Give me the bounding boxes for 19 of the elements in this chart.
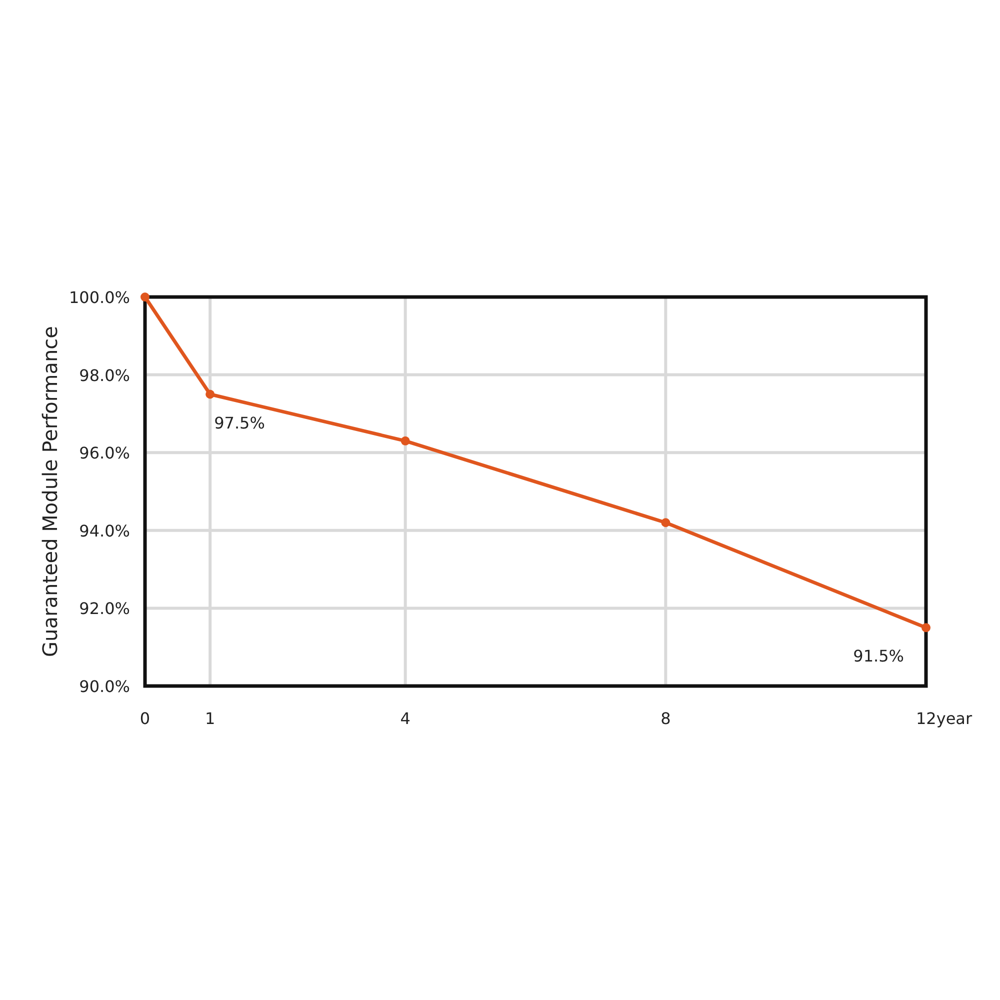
point bbox=[140, 292, 150, 302]
x-tick-label: 12year bbox=[916, 709, 972, 728]
y-axis-title: Guaranteed Module Performance bbox=[38, 326, 62, 657]
x-tick-label: 8 bbox=[660, 709, 671, 728]
y-tick-label: 94.0% bbox=[79, 521, 130, 540]
point bbox=[400, 436, 410, 446]
point bbox=[922, 623, 930, 632]
y-tick-label: 100.0% bbox=[68, 288, 130, 307]
x-tick-label: 4 bbox=[400, 709, 410, 728]
y-tick-label: 98.0% bbox=[79, 366, 130, 385]
point bbox=[661, 518, 670, 528]
y-tick-label: 96.0% bbox=[79, 444, 130, 463]
x-tick-label: 1 bbox=[204, 709, 216, 728]
x-tick-label: 0 bbox=[140, 709, 150, 728]
data-label: 97.5% bbox=[214, 413, 265, 432]
point bbox=[206, 390, 215, 399]
y-tick-label: 90.0% bbox=[79, 677, 130, 696]
y-tick-label: 92.0% bbox=[79, 599, 130, 618]
data-label: 91.5% bbox=[853, 646, 904, 666]
